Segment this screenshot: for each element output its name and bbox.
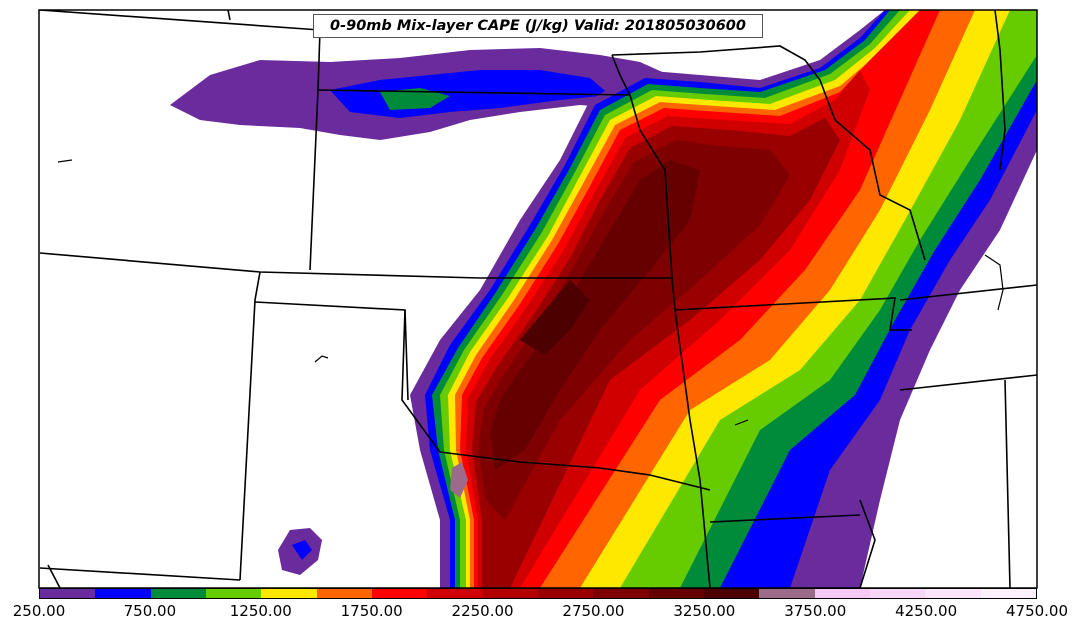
colorbar-segment bbox=[95, 589, 151, 598]
colorbar-tick-label: 2250.00 bbox=[451, 602, 514, 620]
colorbar-tick-label: 4750.00 bbox=[1005, 602, 1069, 620]
colorbar-segment bbox=[593, 589, 649, 598]
colorbar-segment bbox=[869, 589, 926, 598]
colorbar-segment bbox=[759, 589, 815, 598]
cape-contour-3500-spot bbox=[450, 462, 468, 498]
colorbar-tick-label: 3750.00 bbox=[784, 602, 847, 620]
colorbar-segment bbox=[648, 589, 704, 598]
state-boundaries bbox=[39, 10, 1037, 588]
colorbar-segment bbox=[205, 589, 262, 598]
colorbar-segment bbox=[482, 589, 538, 598]
colorbar-segment bbox=[316, 589, 372, 598]
colorbar-tick-label: 4250.00 bbox=[895, 602, 958, 620]
colorbar-segment bbox=[150, 589, 206, 598]
colorbar-tick-label: 3250.00 bbox=[673, 602, 736, 620]
cape-contour-main-3000 bbox=[490, 160, 700, 470]
colorbar-segment bbox=[371, 589, 428, 598]
colorbar-segment bbox=[814, 589, 870, 598]
cape-contour-main-2750 bbox=[478, 140, 790, 520]
colorbar-tick-label: 2750.00 bbox=[562, 602, 625, 620]
colorbar-segment bbox=[703, 589, 760, 598]
map-title: 0-90mb Mix-layer CAPE (J/kg) Valid: 2018… bbox=[313, 14, 763, 38]
colorbar-segment bbox=[40, 589, 96, 598]
colorbar-tick-label: 1750.00 bbox=[340, 602, 403, 620]
cape-contour-southwest-blue bbox=[292, 540, 312, 560]
cape-contour-north-green bbox=[380, 88, 450, 110]
cape-contour-main-3250 bbox=[520, 280, 590, 355]
colorbar-tick-label: 250.00 bbox=[12, 602, 66, 620]
colorbar bbox=[39, 588, 1037, 599]
colorbar-segment bbox=[261, 589, 317, 598]
colorbar-segment bbox=[427, 589, 483, 598]
colorbar-tick-label: 750.00 bbox=[123, 602, 177, 620]
lakes bbox=[57, 159, 1004, 426]
colorbar-segment bbox=[537, 589, 594, 598]
colorbar-tick-label: 1250.00 bbox=[229, 602, 292, 620]
colorbar-segment bbox=[925, 589, 981, 598]
colorbar-segment bbox=[980, 589, 1036, 598]
cape-contours bbox=[170, 10, 1037, 588]
